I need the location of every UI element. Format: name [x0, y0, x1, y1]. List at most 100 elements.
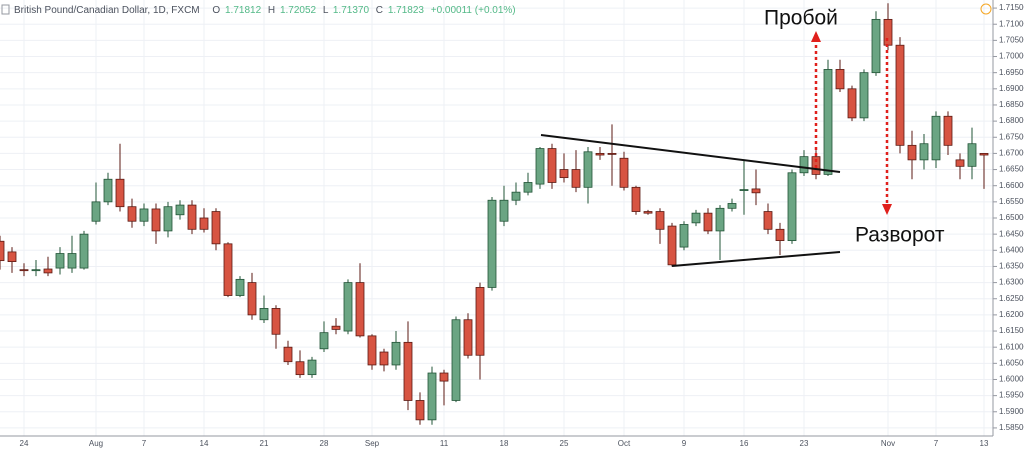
- candle-body: [499, 199, 509, 222]
- candle-body: [343, 282, 353, 332]
- y-tick-label: 1.65000: [999, 213, 1024, 222]
- trend-line-lower: [671, 251, 841, 267]
- y-tick-label: 1.71500: [999, 3, 1024, 12]
- y-tick-label: 1.63500: [999, 262, 1024, 271]
- candle-body: [967, 143, 977, 167]
- candles: [0, 3, 989, 425]
- collapse-icon[interactable]: [1, 4, 10, 15]
- x-tick-label: 11: [440, 439, 449, 448]
- annotation: Пробой: [764, 7, 838, 30]
- x-tick-label: 9: [682, 439, 687, 448]
- candle-body: [463, 319, 473, 356]
- candle-body: [19, 269, 29, 272]
- ohlc-label: O: [212, 5, 220, 16]
- candle-body: [727, 203, 737, 209]
- candle-body: [391, 341, 401, 366]
- x-tick-label: 16: [740, 439, 749, 448]
- candle-body: [271, 308, 281, 335]
- ohlc-value: 1.71823: [388, 5, 425, 16]
- candle-body: [415, 400, 425, 421]
- candle-body: [871, 18, 881, 74]
- candle-body: [535, 148, 545, 185]
- candle-body: [187, 204, 197, 230]
- candle-body: [595, 153, 605, 156]
- candle-body: [427, 372, 437, 421]
- y-tick-label: 1.62000: [999, 310, 1024, 319]
- candle-body: [883, 18, 893, 46]
- candle-body: [523, 182, 533, 193]
- candle-body: [511, 191, 521, 201]
- candle-body: [475, 287, 485, 356]
- ohlc-label: L: [323, 5, 329, 16]
- candle-body: [547, 148, 557, 183]
- y-tick-label: 1.59500: [999, 391, 1024, 400]
- candle-body: [259, 308, 269, 321]
- alert-icon[interactable]: [980, 3, 992, 15]
- x-tick-label: 25: [560, 439, 569, 448]
- y-tick-label: 1.64500: [999, 229, 1024, 238]
- candle-body: [367, 335, 377, 366]
- candle-body: [799, 156, 809, 174]
- ohlc-label: C: [376, 5, 383, 16]
- candle-body: [643, 211, 653, 214]
- candle-body: [823, 69, 833, 175]
- candle-body: [919, 143, 929, 161]
- candle-body: [955, 159, 965, 167]
- symbol-title: British Pound/Canadian Dollar, 1D, FXCM: [14, 5, 200, 16]
- candle-body: [859, 72, 869, 119]
- y-tick-label: 1.59000: [999, 407, 1024, 416]
- candle-body: [787, 172, 797, 242]
- candle-body: [835, 69, 845, 90]
- candle-body: [979, 153, 989, 156]
- y-tick-label: 1.65500: [999, 197, 1024, 206]
- y-tick-label: 1.60500: [999, 358, 1024, 367]
- y-tick-label: 1.70000: [999, 52, 1024, 61]
- candle-body: [691, 212, 701, 224]
- candle-body: [55, 253, 65, 269]
- ohlc-label: H: [268, 5, 275, 16]
- x-tick-label: Nov: [881, 439, 895, 448]
- candle-body: [331, 325, 341, 330]
- y-tick-label: 1.69000: [999, 84, 1024, 93]
- x-tick-label: 28: [320, 439, 329, 448]
- y-tick-label: 1.67500: [999, 132, 1024, 141]
- candle-body: [667, 225, 677, 266]
- x-tick-label: 21: [260, 439, 269, 448]
- candle-body: [763, 211, 773, 230]
- candle-body: [487, 199, 497, 288]
- x-tick-label: Aug: [89, 439, 103, 448]
- candle-body: [715, 207, 725, 232]
- annotation: Разворот: [855, 224, 945, 247]
- trend-line-upper: [540, 134, 841, 173]
- x-tick-label: Sep: [365, 439, 380, 448]
- y-tick-label: 1.61500: [999, 326, 1024, 335]
- candle-body: [91, 201, 101, 222]
- candle-body: [163, 206, 173, 232]
- candle-body: [247, 282, 257, 316]
- candle-body: [631, 186, 641, 212]
- candle-body: [115, 178, 125, 208]
- y-tick-label: 1.71000: [999, 19, 1024, 28]
- ohlc-value: 1.71370: [333, 5, 370, 16]
- y-tick-label: 1.70500: [999, 35, 1024, 44]
- candle-body: [571, 169, 581, 188]
- candle-body: [235, 278, 245, 296]
- x-tick-label: 24: [20, 439, 29, 448]
- candle-body: [751, 188, 761, 194]
- x-tick-label: 7: [142, 439, 147, 448]
- candle-body: [355, 282, 365, 337]
- y-tick-label: 1.63000: [999, 278, 1024, 287]
- ohlc-value: 1.72052: [280, 5, 317, 16]
- y-tick-label: 1.60000: [999, 375, 1024, 384]
- candle-body: [607, 153, 617, 155]
- candle-body: [583, 151, 593, 188]
- candle-body: [283, 346, 293, 363]
- y-tick-label: 1.64000: [999, 245, 1024, 254]
- candle-body: [403, 341, 413, 401]
- change: +0.00011 (+0.01%): [431, 5, 516, 16]
- candle-body: [103, 178, 113, 203]
- breakout-arrow-head: [811, 31, 821, 42]
- x-tick-label: 14: [200, 439, 209, 448]
- y-tick-label: 1.68000: [999, 116, 1024, 125]
